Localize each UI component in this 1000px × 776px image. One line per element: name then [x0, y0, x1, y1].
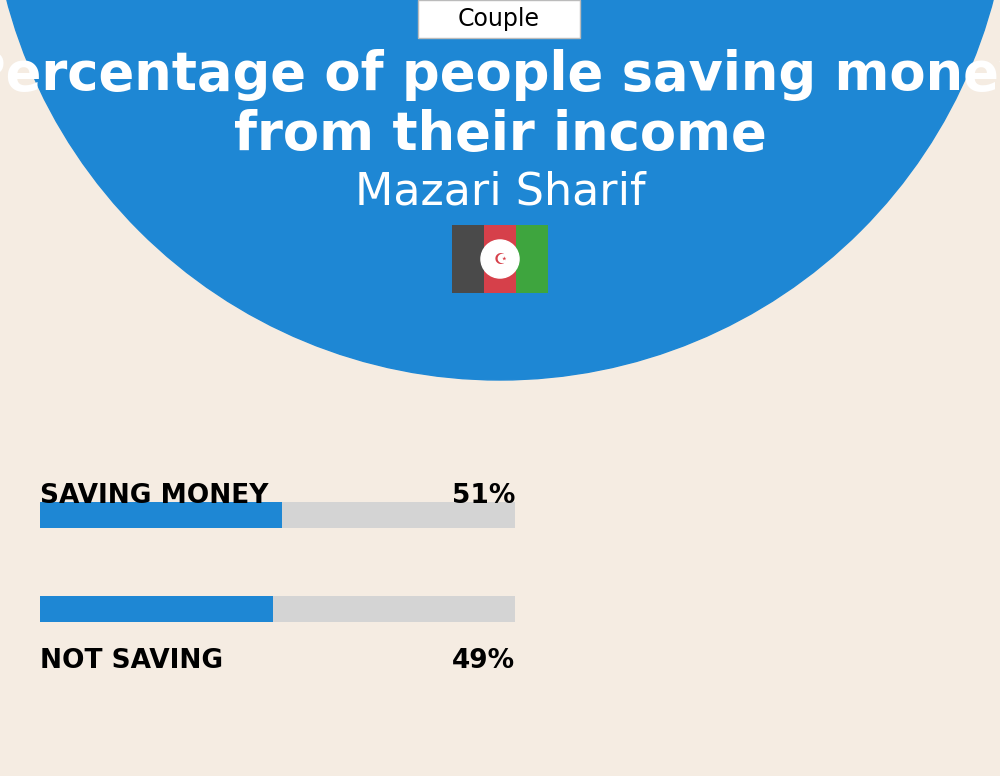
Circle shape — [0, 0, 1000, 380]
Text: ☪: ☪ — [493, 251, 507, 266]
Text: Percentage of people saving money: Percentage of people saving money — [0, 49, 1000, 101]
Text: Couple: Couple — [458, 7, 540, 31]
Bar — [40, 596, 515, 622]
Text: Mazari Sharif: Mazari Sharif — [355, 171, 645, 213]
Bar — [40, 502, 282, 528]
Text: NOT SAVING: NOT SAVING — [40, 648, 223, 674]
FancyBboxPatch shape — [418, 0, 580, 38]
Text: from their income: from their income — [234, 109, 766, 161]
Bar — [452, 225, 484, 293]
Bar — [40, 502, 515, 528]
Text: 49%: 49% — [452, 648, 515, 674]
Text: 51%: 51% — [452, 483, 515, 509]
Circle shape — [481, 240, 519, 278]
Bar — [40, 596, 273, 622]
Text: SAVING MONEY: SAVING MONEY — [40, 483, 268, 509]
Bar — [516, 225, 548, 293]
Bar — [484, 225, 516, 293]
